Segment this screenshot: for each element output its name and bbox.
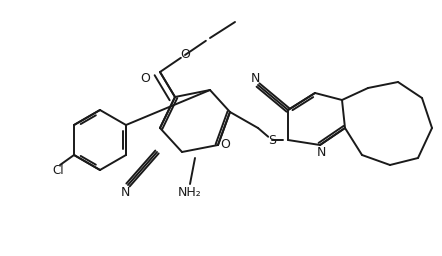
Text: O: O [220,138,230,152]
Text: O: O [140,71,150,84]
Text: O: O [180,48,190,60]
Text: N: N [316,146,326,159]
Text: Cl: Cl [52,165,64,177]
Text: S: S [268,133,276,146]
Text: N: N [120,186,130,198]
Text: NH₂: NH₂ [178,186,202,198]
Text: N: N [250,71,260,84]
